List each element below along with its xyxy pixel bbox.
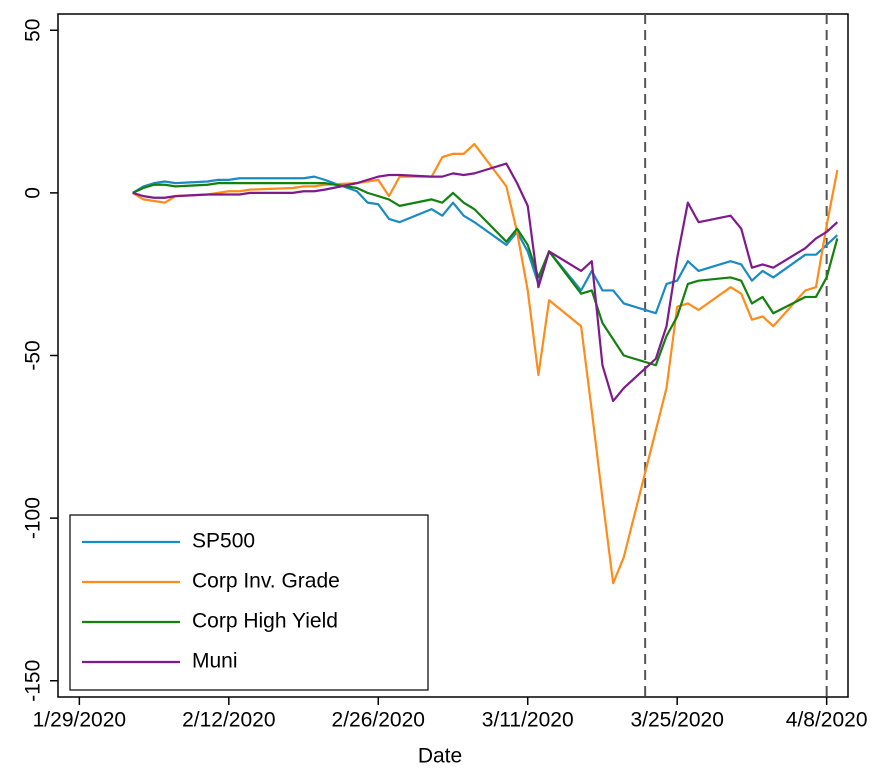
legend: SP500 Corp Inv. Grade Corp High Yield Muni	[69, 514, 429, 691]
legend-box	[69, 514, 429, 691]
x-tick-label: 2/26/2020	[332, 709, 425, 732]
y-tick-label: 0	[22, 187, 45, 199]
x-tick-label: 1/29/2020	[33, 709, 126, 732]
legend-label: Corp Inv. Grade	[192, 570, 340, 593]
series-line	[132, 175, 839, 315]
x-axis-label: Date	[418, 745, 462, 768]
x-tick-label: 2/12/2020	[182, 709, 275, 732]
y-tick-label: 50	[22, 19, 45, 42]
legend-label: Muni	[192, 650, 238, 673]
y-tick-label: -50	[22, 340, 45, 370]
y-tick-label: -100	[22, 497, 45, 539]
y-tick-label: -150	[22, 660, 45, 702]
x-tick-label: 4/8/2020	[786, 709, 868, 732]
x-tick-label: 3/25/2020	[630, 709, 723, 732]
series-line	[132, 143, 839, 585]
x-tick-label: 3/11/2020	[482, 709, 574, 732]
series-line	[132, 182, 839, 367]
legend-label: SP500	[192, 530, 255, 553]
series-line	[132, 162, 839, 403]
legend-label: Corp High Yield	[192, 610, 338, 633]
